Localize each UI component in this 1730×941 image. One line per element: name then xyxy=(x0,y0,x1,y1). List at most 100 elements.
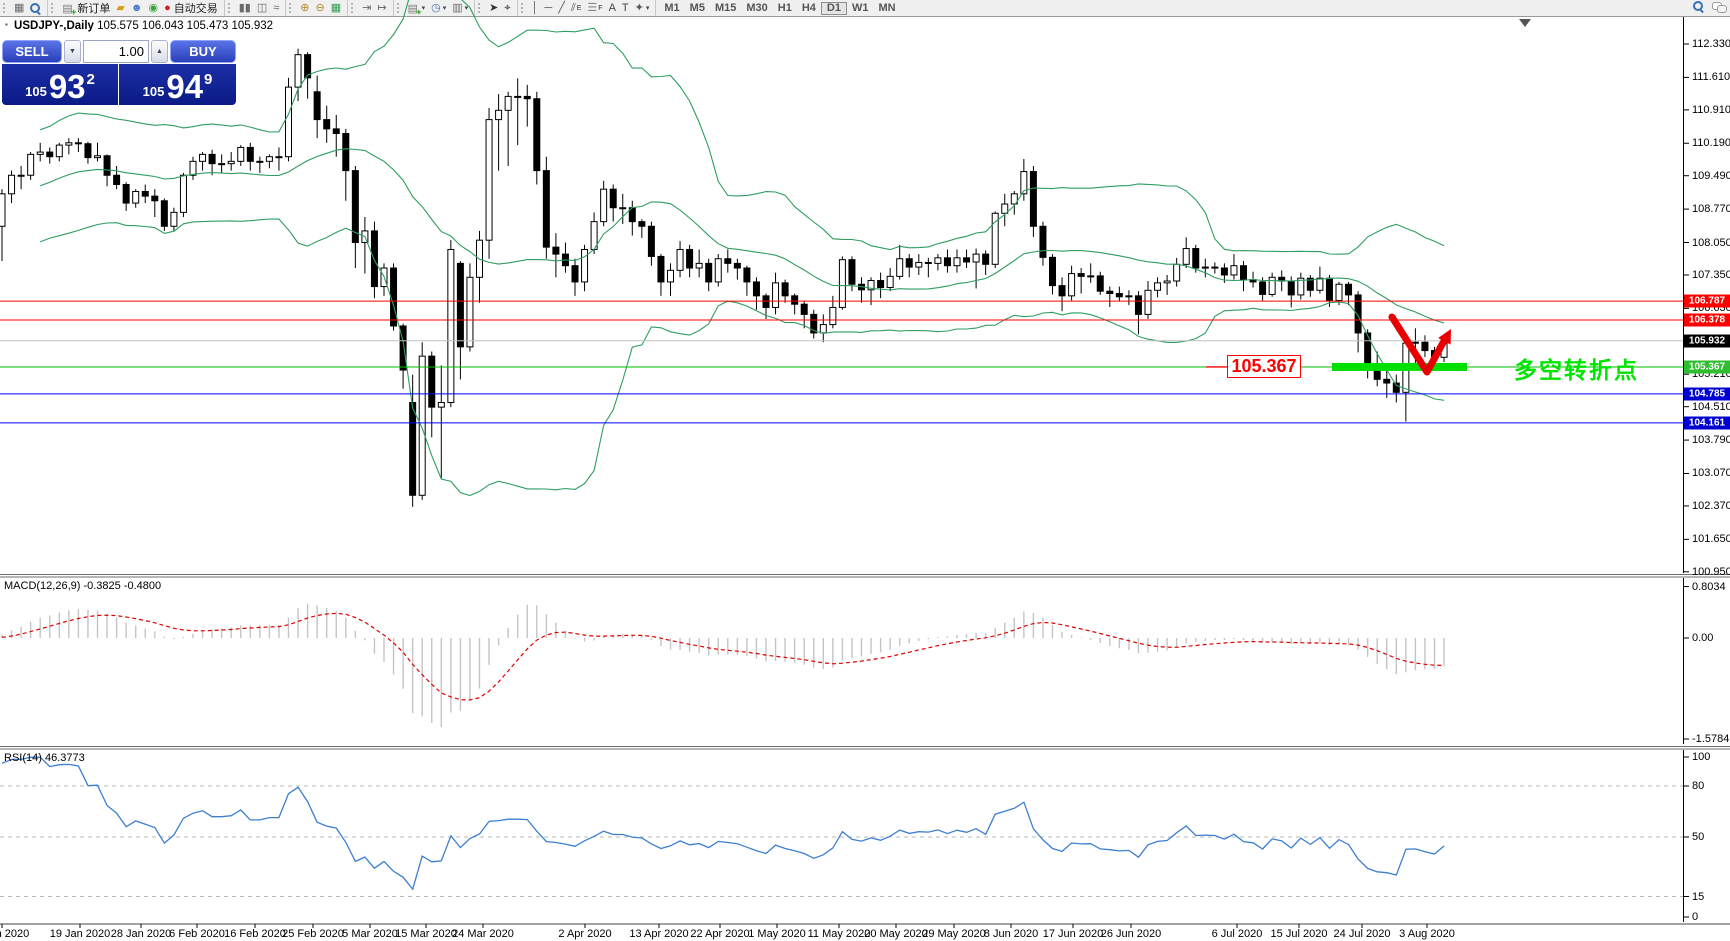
candle-body[interactable] xyxy=(495,109,503,121)
candle-body[interactable] xyxy=(27,153,35,176)
candle-body[interactable] xyxy=(485,119,493,241)
chart-shift-marker-icon[interactable] xyxy=(1519,19,1531,27)
candle-body[interactable] xyxy=(781,282,789,297)
candle-body[interactable] xyxy=(1049,256,1056,287)
text-label-icon[interactable]: T xyxy=(619,1,632,15)
reversal-arrow[interactable] xyxy=(1388,313,1448,376)
candle-body[interactable] xyxy=(437,402,445,408)
search-icon[interactable] xyxy=(1693,1,1704,12)
candle-body[interactable] xyxy=(1316,277,1324,291)
candle-body[interactable] xyxy=(218,163,226,166)
candle-body[interactable] xyxy=(74,142,82,145)
candle-body[interactable] xyxy=(552,246,560,255)
candle-body[interactable] xyxy=(800,303,808,315)
zoom-in-icon[interactable]: ⊕ xyxy=(297,1,312,15)
candle-body[interactable] xyxy=(1345,283,1353,296)
candle-body[interactable] xyxy=(46,151,54,158)
sell-price-display[interactable]: 105 93 2 xyxy=(2,64,118,105)
candle-body[interactable] xyxy=(963,257,971,263)
candle-body[interactable] xyxy=(103,155,111,176)
candle-body[interactable] xyxy=(581,248,589,283)
candle-body[interactable] xyxy=(647,225,655,257)
candle-body[interactable] xyxy=(953,257,961,267)
candle-body[interactable] xyxy=(323,119,331,130)
candle-body[interactable] xyxy=(762,295,770,308)
candle-body[interactable] xyxy=(246,146,254,162)
candle-body[interactable] xyxy=(571,265,579,283)
candle-body[interactable] xyxy=(695,262,703,269)
candle-body[interactable] xyxy=(265,156,273,162)
timeframe-m1[interactable]: M1 xyxy=(664,1,680,14)
candle-body[interactable] xyxy=(609,188,617,209)
candle-body[interactable] xyxy=(1039,225,1047,258)
line-chart-icon[interactable]: ≈ xyxy=(270,1,282,15)
candle-body[interactable] xyxy=(1154,282,1162,291)
candle-body[interactable] xyxy=(829,306,837,326)
candle-body[interactable] xyxy=(1211,266,1219,269)
timeframe-w1[interactable]: W1 xyxy=(851,1,869,14)
candle-body[interactable] xyxy=(1115,293,1123,298)
candle-body[interactable] xyxy=(1134,295,1142,315)
candle-body[interactable] xyxy=(752,281,760,297)
cursor-icon[interactable]: ➤ xyxy=(486,1,501,15)
candle-body[interactable] xyxy=(390,267,398,327)
candle-body[interactable] xyxy=(179,174,187,213)
buy-price-display[interactable]: 105 94 9 xyxy=(119,64,236,105)
candle-body[interactable] xyxy=(714,258,722,283)
candle-body[interactable] xyxy=(523,95,531,100)
candle-body[interactable] xyxy=(638,221,646,227)
candle-body[interactable] xyxy=(199,153,207,162)
candle-body[interactable] xyxy=(1220,267,1228,276)
candle-body[interactable] xyxy=(1010,193,1018,205)
auto-scroll-icon[interactable]: ⇥ xyxy=(359,1,374,15)
chat-icon[interactable] xyxy=(1712,1,1727,13)
timeframe-m5[interactable]: M5 xyxy=(689,1,705,14)
candle-body[interactable] xyxy=(1421,341,1429,352)
candle-body[interactable] xyxy=(1230,265,1238,276)
candle-body[interactable] xyxy=(1335,283,1343,301)
candle-body[interactable] xyxy=(1029,171,1037,227)
indicators-icon[interactable]: ▤ + ▾ xyxy=(405,1,429,17)
timeframe-m15[interactable]: M15 xyxy=(714,1,737,14)
autotrade-icon[interactable]: ● 自动交易 xyxy=(161,1,221,15)
candle-body[interactable] xyxy=(1411,341,1419,344)
candle-body[interactable] xyxy=(151,195,159,202)
candle-body[interactable] xyxy=(896,258,904,277)
candle-body[interactable] xyxy=(285,86,292,158)
bar-chart-icon[interactable]: ▮▮ xyxy=(236,1,254,15)
candle-body[interactable] xyxy=(256,160,264,163)
periods-dropdown-icon[interactable]: ▾ xyxy=(442,5,447,12)
new-order-icon[interactable]: ▤ + 新订单 xyxy=(59,1,113,17)
candle-body[interactable] xyxy=(189,160,197,176)
volume-increase-button[interactable]: ▲ xyxy=(151,40,168,63)
timeframe-d1[interactable]: D1 xyxy=(820,1,847,15)
vline-icon[interactable]: │ xyxy=(529,1,542,15)
toolbar-grip[interactable] xyxy=(396,3,402,13)
candle-body[interactable] xyxy=(1087,275,1095,278)
candle-body[interactable] xyxy=(1325,277,1333,301)
candle-body[interactable] xyxy=(1077,273,1085,277)
zoom-preview-icon[interactable] xyxy=(27,1,44,15)
candle-body[interactable] xyxy=(237,146,245,162)
candle-body[interactable] xyxy=(1144,289,1152,315)
candle-body[interactable] xyxy=(772,282,780,308)
support-price-label[interactable]: 105.367 xyxy=(1227,355,1301,378)
candle-body[interactable] xyxy=(1354,294,1362,334)
candle-body[interactable] xyxy=(1125,295,1133,298)
candle-body[interactable] xyxy=(838,259,846,308)
candle-body[interactable] xyxy=(1058,285,1066,297)
candle-body[interactable] xyxy=(208,153,216,165)
timeframe-mn[interactable]: MN xyxy=(878,1,896,14)
channel-icon[interactable]: ⫽ E xyxy=(568,1,585,15)
candle-body[interactable] xyxy=(370,230,378,288)
candle-body[interactable] xyxy=(1287,280,1295,296)
timeframe-m30[interactable]: M30 xyxy=(746,1,768,14)
candle-body[interactable] xyxy=(1068,273,1076,297)
candle-body[interactable] xyxy=(170,211,178,227)
candle-chart-icon[interactable]: ◫ xyxy=(254,1,270,15)
candle-body[interactable] xyxy=(141,190,149,197)
toolbar-grip[interactable] xyxy=(351,3,356,13)
hline-icon[interactable]: ─ xyxy=(541,1,555,15)
candle-body[interactable] xyxy=(600,188,608,223)
candle-body[interactable] xyxy=(705,262,713,283)
